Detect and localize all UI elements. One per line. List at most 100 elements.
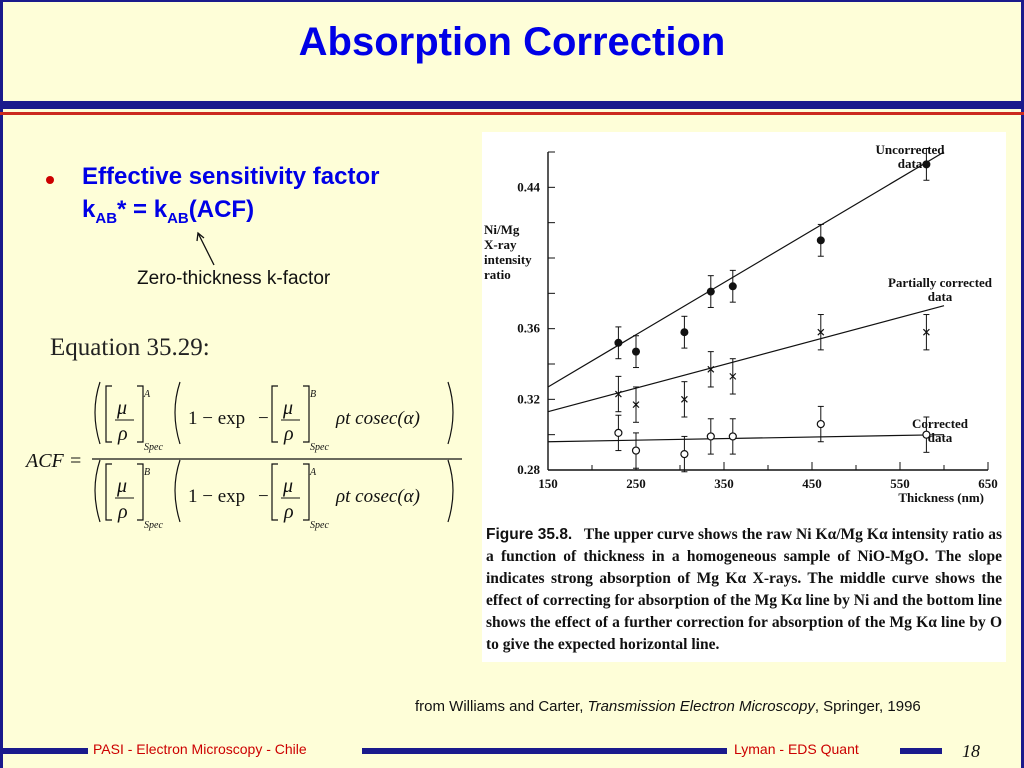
corrected-point xyxy=(728,432,737,441)
bullet-formula: kAB* = kAB(ACF) xyxy=(82,196,254,227)
partial-point xyxy=(707,365,715,373)
partial-point xyxy=(729,372,737,380)
series-label: data xyxy=(928,430,953,445)
x-tick-label: 350 xyxy=(714,476,734,491)
series-label: Corrected xyxy=(912,416,969,431)
frame-top xyxy=(0,0,1024,2)
footer-bar-middle xyxy=(362,748,727,754)
eq-rho-c: ρ xyxy=(117,501,128,523)
eq-exp-num: 1 − exp xyxy=(188,408,245,429)
fit-line xyxy=(547,151,945,388)
eq-rho-a: ρ xyxy=(117,423,128,445)
caption-label: Figure 35.8. xyxy=(486,526,573,543)
equation-label: Equation 35.29: xyxy=(50,334,210,361)
caption-text: The upper curve shows the raw Ni Kα/Mg K… xyxy=(486,526,1002,653)
formula-end: (ACF) xyxy=(188,196,255,223)
chart-marks xyxy=(614,147,931,473)
series-label: Uncorrected xyxy=(875,142,945,157)
y-tick-label: 0.36 xyxy=(517,321,540,336)
corrected-point xyxy=(816,419,825,429)
uncorrected-point xyxy=(816,236,825,245)
chart-axes xyxy=(547,151,989,471)
eq-rho-d: ρ xyxy=(283,501,294,523)
equation-lhs: ACF = xyxy=(24,450,82,472)
partial-point xyxy=(680,395,688,403)
eq-sup-d: A xyxy=(309,467,317,478)
formula-sub1: AB xyxy=(95,209,118,227)
partial-point xyxy=(632,401,640,409)
corrected-point xyxy=(631,446,641,455)
uncorrected-point xyxy=(614,338,623,347)
eq-tail-den: ρt cosec(α) xyxy=(335,486,420,507)
formula-sub2: AB xyxy=(167,209,189,227)
frame-right xyxy=(1021,0,1024,768)
source-book: Transmission Electron Microscopy xyxy=(587,698,815,715)
y-axis-label: intensity xyxy=(484,252,532,267)
footer-bar-left xyxy=(0,748,88,754)
thickness-chart: 150 250 350 450 550 650 0.28 0.32 0.36 0.44 Ni/MgX… xyxy=(484,142,998,505)
chart-fit-lines xyxy=(547,151,945,443)
y-tick-label: 0.28 xyxy=(517,462,540,477)
corrected-point xyxy=(614,428,623,437)
series-label: data xyxy=(898,156,923,171)
figure-panel: 150 250 350 450 550 650 0.28 0.32 0.36 0.44 Ni/Mg X… xyxy=(482,132,1006,662)
x-tick-label: 450 xyxy=(802,476,822,491)
eq-sup-a: A xyxy=(143,389,151,400)
source-prefix: from Williams and Carter, xyxy=(415,698,588,715)
title-rule-navy xyxy=(0,101,1024,109)
x-tick-label: 550 xyxy=(890,476,910,491)
eq-spec-a: Spec xyxy=(144,442,163,453)
eq-minus-den: − xyxy=(258,486,269,507)
eq-mu-b: μ xyxy=(282,397,293,419)
frame-left xyxy=(0,0,3,768)
eq-sup-b: B xyxy=(310,389,316,400)
y-tick-label: 0.44 xyxy=(517,179,540,194)
eq-sup-c: B xyxy=(144,467,150,478)
eq-minus-num: − xyxy=(258,408,269,429)
y-axis-label: Ni/Mg xyxy=(484,222,520,237)
title-rule-red xyxy=(0,112,1024,115)
uncorrected-point xyxy=(680,328,689,337)
fit-line xyxy=(547,305,945,413)
y-axis-label: ratio xyxy=(484,267,511,282)
footer-right: Lyman - EDS Quant xyxy=(734,741,859,757)
x-axis-label: Thickness (nm) xyxy=(898,490,984,505)
eq-rho-b: ρ xyxy=(283,423,294,445)
footer-bar-right xyxy=(900,748,942,754)
formula-k1: k xyxy=(82,196,96,223)
footer-left: PASI - Electron Microscopy - Chile xyxy=(93,741,307,757)
eq-spec-b: Spec xyxy=(310,442,329,453)
eq-mu-a: μ xyxy=(116,397,127,419)
corrected-point xyxy=(706,432,715,441)
bullet-icon xyxy=(46,176,54,184)
annotation-arrow xyxy=(196,231,215,266)
eq-mu-d: μ xyxy=(282,475,293,497)
uncorrected-point xyxy=(922,160,931,169)
series-label: Partially corrected xyxy=(888,275,993,290)
eq-exp-den: 1 − exp xyxy=(188,486,245,507)
page-number: 18 xyxy=(962,741,980,761)
partial-point xyxy=(922,328,930,336)
acf-equation: ACF = μ ρ A Spec 1 − exp − μ ρ B Spec ρt… xyxy=(24,381,462,531)
series-label: data xyxy=(928,289,953,304)
formula-mid: * = k xyxy=(117,196,168,223)
page-title: Absorption Correction xyxy=(298,20,726,64)
uncorrected-point xyxy=(632,347,640,356)
eq-mu-c: μ xyxy=(116,475,127,497)
eq-spec-d: Spec xyxy=(310,520,329,531)
eq-tail-num: ρt cosec(α) xyxy=(335,408,420,429)
uncorrected-point xyxy=(706,287,715,296)
y-tick-label: 0.32 xyxy=(517,391,540,406)
y-axis-label: X-ray xyxy=(484,237,517,252)
corrected-point xyxy=(922,430,931,439)
partial-point xyxy=(817,328,825,336)
x-tick-label: 650 xyxy=(978,476,998,491)
source-citation: from Williams and Carter, Transmission E… xyxy=(415,698,921,715)
uncorrected-point xyxy=(728,282,737,291)
annotation-label: Zero-thickness k-factor xyxy=(137,268,331,289)
x-tick-label: 250 xyxy=(626,476,646,491)
bullet-text: Effective sensitivity factor xyxy=(82,163,380,190)
chart-labels: 150 250 350 450 550 650 0.28 0.32 0.36 0.44 Ni/MgX… xyxy=(484,142,998,505)
partial-point xyxy=(614,390,622,398)
figure-caption: Figure 35.8. The upper curve shows the r… xyxy=(486,524,1002,656)
